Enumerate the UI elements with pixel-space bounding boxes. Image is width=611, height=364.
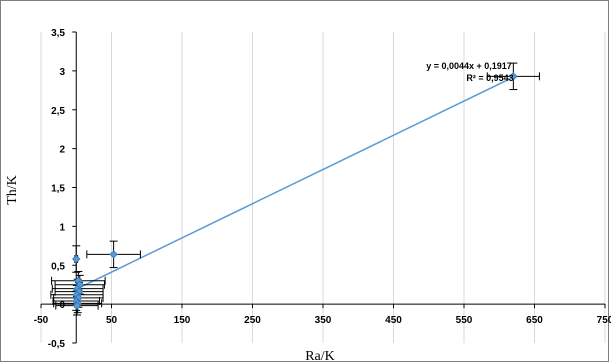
y-tick-label: 0,5 [51,261,65,272]
data-point [509,72,518,81]
y-tick-label: -0,5 [48,339,66,350]
y-tick-label: 0 [59,300,65,311]
y-tick-label: 1 [59,222,65,233]
y-tick-label: 2,5 [51,106,65,117]
y-tick-label: 2 [59,145,65,156]
x-tick-label: 350 [315,315,332,326]
y-axis-title: Th/K [5,175,20,205]
grid-layer [40,32,606,343]
data-point [72,254,81,264]
trendline-layer [72,76,514,292]
data-point [109,250,118,259]
trendline [72,76,514,292]
x-tick-label: 250 [244,315,261,326]
x-tick-label: 750 [597,315,611,326]
x-tick-label: 650 [526,315,543,326]
y-tick-label: 3 [59,67,65,78]
y-tick-label: 3,5 [51,28,65,39]
trendline-equation: y = 0,0044x + 0,1917 [426,61,512,71]
x-tick-label: 550 [456,315,473,326]
x-tick-label: 450 [385,315,402,326]
x-tick-label: 150 [174,315,191,326]
y-tick-label: 1,5 [51,184,65,195]
r-squared-label: R² = 0,9543 [466,73,513,83]
tick-label-layer: -50 50 150 250 350 450 550 650 750 -0,5 0 0,5 1 1,5 2 2… [34,28,611,350]
point-layer [72,72,518,310]
x-tick-label: 50 [106,315,118,326]
x-tick-label: -50 [34,315,49,326]
x-axis-title: Ra/K [305,349,335,364]
error-bar-layer [50,62,540,316]
data-point [72,301,82,310]
